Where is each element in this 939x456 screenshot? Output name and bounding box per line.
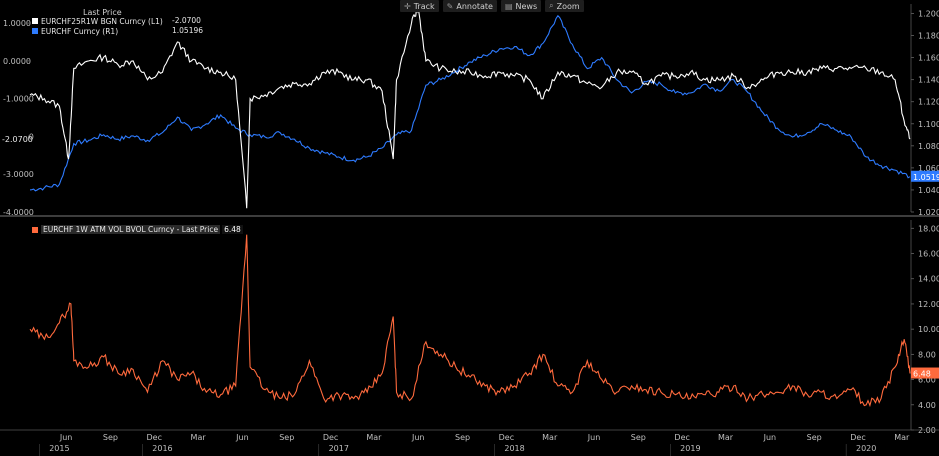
legend-value-vol: 6.48 [222,225,243,234]
year-label: 2019 [680,444,700,453]
year-label: 2016 [152,444,172,453]
top-plot-area [29,7,911,209]
magnifier-icon: ⌕ [549,1,554,10]
vol-axis-tick-label: 14.00 [918,275,939,284]
year-label: 2017 [329,444,349,453]
left-axis-tick-label: 1.0000 [3,19,31,28]
month-label: Jun [59,433,73,442]
right-axis-tick-label: 1.1800 [918,32,939,41]
legend-swatch-vol [32,226,38,233]
right-axis-tick-label: 1.0800 [918,142,939,151]
left-axis-tick-label: 0.0000 [3,57,31,66]
month-label: Sep [631,433,646,442]
month-label: Jun [411,433,425,442]
month-label: Mar [366,433,382,442]
legend-swatch-spot [32,28,38,34]
right-axis-tick-label: 1.1200 [918,98,939,107]
bottom-plot-area [29,234,911,408]
news-button[interactable]: ▤ News [500,0,542,12]
news-label: News [515,1,538,11]
bottom-legend[interactable]: EURCHF 1W ATM VOL BVOL Curncy - Last Pri… [32,225,243,234]
right-axis-tick-label: 1.1400 [918,76,939,85]
month-label: Jun [587,433,601,442]
annotate-button[interactable]: ✎ Annotate [442,0,497,12]
legend-value-rr: -2.0700 [172,16,201,25]
track-label: Track [413,1,435,11]
vol-axis-tick-label: 12.00 [918,300,939,309]
bottom-right-axis: 18.00 16.00 14.00 12.00 10.00 8.00 6.00 4.00 2.0… [910,220,939,435]
month-label: Jun [235,433,249,442]
month-label: Dec [499,433,514,442]
legend-swatch-rr [32,18,38,24]
month-label: Sep [103,433,118,442]
time-axis: Jun Sep Dec Mar Jun Sep Dec Mar Jun Sep Dec Mar Jun S… [0,429,939,456]
legend-label-spot: EURCHF Curncy (R1) [41,26,119,36]
zoom-label: Zoom [556,1,580,11]
right-axis-tick-label: 1.2000 [918,10,939,19]
month-label: Jun [763,433,777,442]
month-label: Sep [455,433,470,442]
month-label: Dec [147,433,162,442]
right-axis-tick-label: 1.0400 [918,186,939,195]
spot-series-line [29,14,911,192]
left-axis-tick-label: -1.0000 [3,95,34,104]
year-label: 2020 [856,444,876,453]
left-last-tag-text: -2.0700 [2,135,33,144]
vol-axis-tick-label: 2.00 [918,426,936,435]
zoom-button[interactable]: ⌕ Zoom [545,0,584,12]
vol-last-tag-text: 6.48 [913,370,931,379]
year-label: 2015 [49,444,69,453]
right-axis-tick-label: 1.0600 [918,164,939,173]
right-axis-tick-label: 1.0200 [918,208,939,217]
month-label: Dec [850,433,865,442]
month-label: Sep [279,433,294,442]
legend-row-rr[interactable]: EURCHF25R1W BGN Curncy (L1) -2.0700 [32,16,201,26]
top-legend: EURCHF25R1W BGN Curncy (L1) -2.0700 EURC… [32,16,203,36]
last-value-tags: -2.0700 1.05196 6.48 [0,133,939,379]
month-label: Mar [894,433,910,442]
month-label: Dec [323,433,338,442]
annotate-label: Annotate [456,1,493,11]
legend-value-spot: 1.05196 [172,26,204,35]
right-last-tag-text: 1.05196 [913,173,939,182]
month-label: Mar [718,433,734,442]
crosshair-icon: ✛ [404,1,411,11]
month-label: Mar [542,433,558,442]
legend-row-spot[interactable]: EURCHF Curncy (R1) 1.05196 [32,26,203,36]
vol-axis-tick-label: 8.00 [918,350,936,359]
left-axis-tick-label: -3.0000 [3,170,34,179]
track-button[interactable]: ✛ Track [400,0,439,12]
vol-axis-tick-label: 6.00 [918,376,936,385]
chart-toolbar: ✛ Track ✎ Annotate ▤ News ⌕ Zoom [400,0,584,12]
month-label: Sep [807,433,822,442]
right-axis-tick-label: 1.1600 [918,54,939,63]
vol-series-line [29,234,911,408]
legend-label-vol: EURCHF 1W ATM VOL BVOL Curncy - Last Pri… [41,225,221,234]
legend-title: Last Price [83,8,122,17]
left-last-tag-box [0,133,28,145]
month-label: Mar [191,433,207,442]
left-axis-tick-label: -4.0000 [3,208,34,217]
vol-last-tag-box [911,367,939,379]
risk-reversal-series-line [29,7,911,209]
month-label: Dec [674,433,689,442]
right-last-tag-box [911,170,939,182]
top-right-axis: 1.2000 1.1800 1.1600 1.1400 1.1200 1.1000 1.08… [910,4,939,217]
vol-axis-tick-label: 18.00 [918,224,939,233]
vol-axis-tick-label: 10.00 [918,325,939,334]
legend-label-rr: EURCHF25R1W BGN Curncy (L1) [41,16,163,26]
vol-axis-tick-label: 16.00 [918,250,939,259]
vol-axis-tick-label: 4.00 [918,401,936,410]
year-label: 2018 [504,444,524,453]
right-axis-tick-label: 1.1000 [918,120,939,129]
newspaper-icon: ▤ [504,1,513,11]
pencil-icon: ✎ [446,1,454,11]
